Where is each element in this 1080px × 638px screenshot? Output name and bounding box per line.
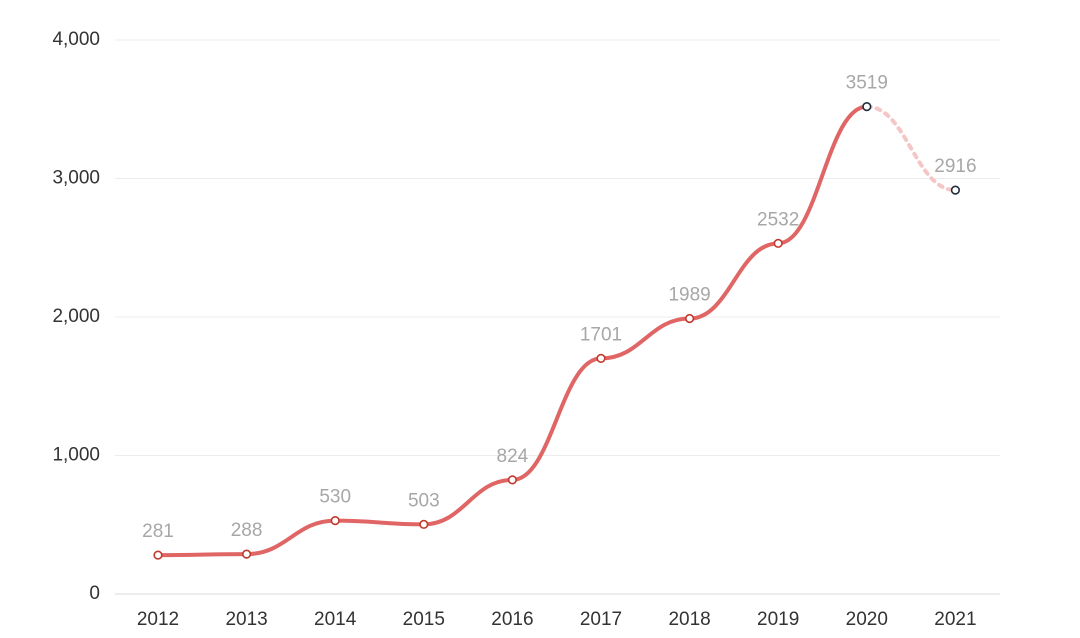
x-tick-label: 2012 xyxy=(137,609,179,630)
y-tick-label: 4,000 xyxy=(52,29,100,50)
y-tick-label: 2,000 xyxy=(52,306,100,327)
data-label: 281 xyxy=(142,521,174,542)
x-tick-label: 2019 xyxy=(757,609,799,630)
x-tick-label: 2020 xyxy=(846,609,888,630)
data-label: 3519 xyxy=(846,73,888,94)
y-tick-label: 1,000 xyxy=(52,445,100,466)
data-point xyxy=(419,519,429,529)
data-label: 1701 xyxy=(580,324,622,345)
data-label: 503 xyxy=(408,490,440,511)
data-point xyxy=(153,550,163,560)
y-tick-label: 0 xyxy=(89,583,100,604)
data-point xyxy=(684,313,695,324)
line-layer xyxy=(156,104,958,558)
series-line-projected xyxy=(864,104,958,193)
data-label: 530 xyxy=(319,487,351,508)
data-label: 2916 xyxy=(934,156,976,177)
series-line xyxy=(156,104,869,558)
data-point xyxy=(507,475,518,485)
data-label: 288 xyxy=(231,520,263,541)
data-point xyxy=(330,515,340,526)
x-tick-label: 2015 xyxy=(403,609,445,630)
data-point xyxy=(950,185,961,195)
data-point xyxy=(862,102,872,112)
data-point xyxy=(773,238,783,248)
y-tick-label: 3,000 xyxy=(52,168,100,189)
data-point xyxy=(596,353,606,364)
data-label: 1989 xyxy=(668,285,710,306)
x-tick-label: 2017 xyxy=(580,609,622,630)
data-point xyxy=(242,549,252,559)
x-tick-label: 2016 xyxy=(491,609,533,630)
grid-layer xyxy=(115,39,1000,456)
x-tick-label: 2018 xyxy=(668,609,710,630)
data-label: 824 xyxy=(497,446,529,467)
x-tick-label: 2021 xyxy=(934,609,976,630)
label-layer: 281 288 530 503 824 1701 1989 2532 3519 2916 xyxy=(142,73,976,542)
point-layer xyxy=(153,102,961,560)
axis-layer: 0 1,000 2,000 3,000 4,000 2012 2013 2014 2015 201… xyxy=(52,29,1000,630)
x-tick-label: 2014 xyxy=(314,609,357,630)
x-tick-label: 2013 xyxy=(225,609,267,630)
data-label: 2532 xyxy=(757,209,799,230)
